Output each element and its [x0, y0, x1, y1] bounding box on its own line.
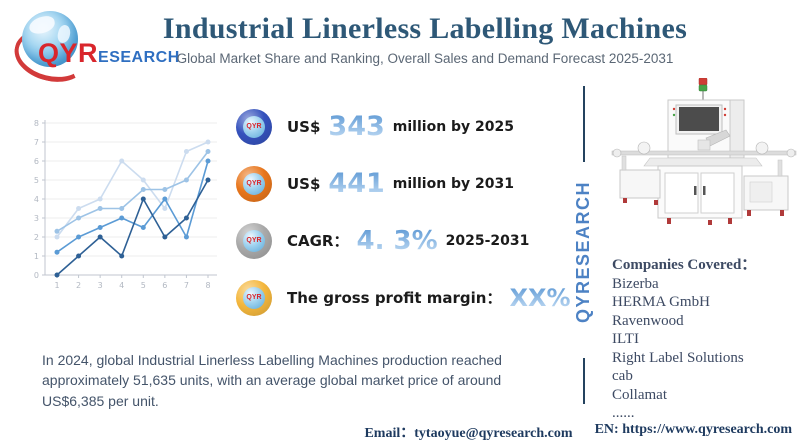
svg-text:6: 6	[34, 157, 39, 166]
companies-covered-list: Companies Covered： Bizerba HERMA GmbH Ra…	[612, 256, 797, 423]
company-item: cab	[612, 368, 633, 384]
key-stats: QYR US$ 343 million by 2025 QYR US$ 441 …	[236, 98, 571, 326]
svg-text:7: 7	[184, 281, 189, 290]
stat-prefix: The gross profit margin：	[287, 289, 502, 307]
svg-text:8: 8	[205, 281, 210, 290]
footer-email: Email：tytaoyue@qyresearch.com	[364, 422, 572, 442]
stat-text: The gross profit margin： XX%	[287, 284, 579, 312]
svg-text:5: 5	[34, 176, 39, 185]
line-chart-svg: 0 1 2 3 4 5 6 7 8 1 2 3 4 5 6 7 8	[34, 119, 217, 290]
stat-row-cagr: QYR CAGR： 4. 3% 2025-2031	[236, 212, 566, 269]
market-trend-chart: 0 1 2 3 4 5 6 7 8 1 2 3 4 5 6 7 8	[25, 106, 230, 304]
mini-logo-text: QYR	[246, 180, 262, 187]
stat-value: 343	[328, 111, 385, 142]
stat-suffix: million by 2031	[392, 175, 515, 192]
svg-text:2: 2	[34, 233, 39, 242]
company-item: ILTI	[612, 331, 639, 347]
page-subtitle: Global Market Share and Ranking, Overall…	[176, 50, 674, 66]
divider-top	[583, 86, 585, 162]
globe-badge-gray-icon: QYR	[236, 222, 272, 259]
svg-text:3: 3	[98, 281, 103, 290]
svg-text:1: 1	[34, 252, 39, 261]
divider-bottom	[583, 358, 585, 404]
svg-text:0: 0	[34, 271, 39, 280]
globe-badge-blue-icon: QYR	[236, 108, 272, 145]
company-item: Ravenwood	[612, 312, 684, 329]
stat-prefix: CAGR：	[287, 232, 349, 250]
svg-text:3: 3	[34, 214, 39, 223]
company-item: HERMA GmbH	[612, 294, 710, 310]
labelling-machine-image	[611, 78, 797, 225]
svg-text:2: 2	[76, 281, 81, 290]
company-item: Bizerba	[612, 275, 659, 292]
svg-text:6: 6	[162, 281, 167, 290]
logo-wordmark: QYRESEARCH	[38, 38, 180, 69]
stat-row-2025: QYR US$ 343 million by 2025	[236, 98, 566, 155]
mini-globe-icon: QYR	[243, 229, 265, 252]
stat-text: US$ 343 million by 2025	[287, 111, 514, 142]
globe-icon	[22, 11, 78, 67]
svg-text:4: 4	[119, 281, 124, 290]
footer: Email：tytaoyue@qyresearch.com EN: https:…	[364, 422, 792, 442]
mini-globe-icon: QYR	[243, 286, 265, 309]
website-link[interactable]: https://www.qyresearch.com	[622, 422, 792, 437]
stat-suffix: million by 2025	[392, 118, 515, 135]
globe-badge-orange-icon: QYR	[236, 165, 272, 202]
stat-text: US$ 441 million by 2031	[287, 168, 514, 199]
vertical-watermark: QYRESEARCH	[573, 180, 593, 324]
stat-prefix: US$	[287, 117, 321, 136]
companies-title: Companies Covered：	[612, 257, 757, 273]
header: Industrial Linerless Labelling Machines …	[140, 12, 710, 66]
market-summary-text: In 2024, global Industrial Linerless Lab…	[42, 352, 502, 409]
stat-row-2031: QYR US$ 441 million by 2031	[236, 155, 566, 212]
stat-row-margin: QYR The gross profit margin： XX%	[236, 269, 571, 326]
stat-value: 441	[328, 168, 385, 199]
footer-url: EN: https://www.qyresearch.com	[595, 422, 792, 442]
svg-text:7: 7	[34, 138, 39, 147]
svg-text:8: 8	[34, 119, 39, 128]
mini-globe-icon: QYR	[243, 172, 265, 195]
company-item: Collamat	[612, 386, 667, 403]
qyresearch-logo: QYRESEARCH	[8, 8, 179, 90]
stat-suffix: 2025-2031	[445, 232, 530, 249]
mini-logo-text: QYR	[246, 123, 262, 130]
stat-prefix: US$	[287, 174, 321, 193]
stat-value: 4. 3%	[356, 225, 438, 256]
svg-text:1: 1	[54, 281, 59, 290]
logo-text-qyr: QYR	[38, 38, 99, 68]
logo-text-esearch: ESEARCH	[98, 49, 180, 66]
email-label: Email：	[364, 426, 415, 441]
page-title: Industrial Linerless Labelling Machines	[162, 12, 688, 45]
mini-globe-icon: QYR	[243, 115, 265, 138]
company-item-ellipsis: ......	[612, 405, 635, 421]
email-link[interactable]: tytaoyue@qyresearch.com	[414, 426, 573, 441]
mini-logo-text: QYR	[246, 237, 262, 244]
svg-text:5: 5	[141, 281, 146, 290]
company-item: Right Label Solutions	[612, 349, 744, 366]
svg-text:4: 4	[34, 195, 39, 204]
mini-logo-text: QYR	[246, 294, 262, 301]
stat-value: XX%	[509, 283, 571, 312]
stat-text: CAGR： 4. 3% 2025-2031	[287, 226, 529, 256]
globe-badge-yellow-icon: QYR	[236, 279, 272, 316]
en-label: EN:	[594, 422, 619, 437]
